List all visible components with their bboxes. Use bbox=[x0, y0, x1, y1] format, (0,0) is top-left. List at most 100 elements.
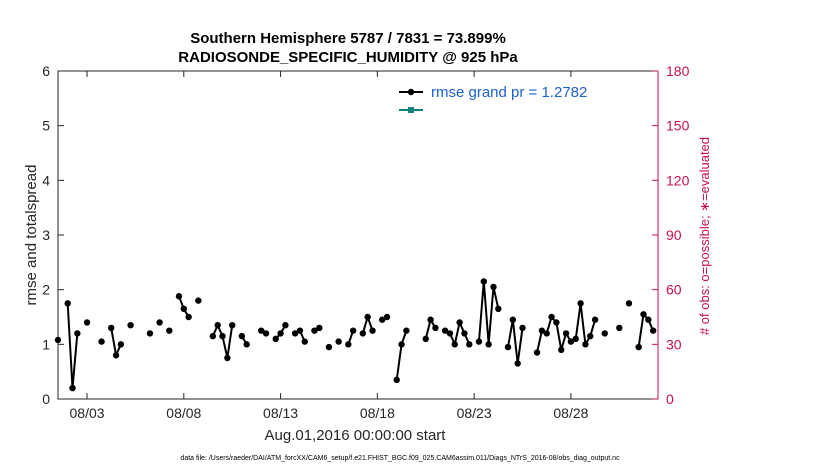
x-tick-label: 08/23 bbox=[457, 405, 492, 421]
rmse-point bbox=[591, 316, 599, 323]
footer-datafile: data file: /Users/raeder/DAI/ATM_forcXX/… bbox=[180, 455, 620, 462]
rmse-point bbox=[378, 316, 386, 323]
rmse-point bbox=[316, 324, 323, 332]
rmse-point bbox=[195, 297, 202, 304]
rmse-point bbox=[582, 341, 589, 348]
rmse-point bbox=[209, 332, 217, 340]
rmse-point bbox=[98, 338, 105, 345]
y-tick-label: 2 bbox=[42, 282, 50, 298]
rmse-point bbox=[514, 360, 521, 367]
rmse-point bbox=[277, 330, 284, 337]
rmse-point bbox=[533, 349, 541, 356]
rmse-point bbox=[166, 327, 173, 334]
y2-tick-label: 60 bbox=[666, 282, 682, 298]
series-line-rmse bbox=[637, 311, 655, 348]
x-axis-label: Aug.01,2016 00:00:00 start bbox=[265, 427, 447, 444]
rmse-point bbox=[461, 330, 468, 337]
rmse-point bbox=[175, 293, 183, 300]
rmse-point bbox=[224, 354, 231, 362]
rmse-point bbox=[262, 330, 270, 337]
rmse-point bbox=[335, 338, 342, 345]
rmse-point bbox=[640, 311, 647, 318]
y2-tick-label: 0 bbox=[666, 391, 674, 407]
rmse-point bbox=[553, 319, 560, 326]
rmse-point bbox=[258, 327, 265, 334]
rmse-point bbox=[616, 324, 623, 332]
rmse-point bbox=[228, 322, 236, 329]
legend-box bbox=[395, 80, 645, 120]
rmse-point bbox=[359, 330, 367, 337]
x-tick-label: 08/13 bbox=[263, 405, 298, 421]
y2-axis-label: # of obs: o=possible; ∗=evaluated bbox=[697, 137, 712, 335]
rmse-point bbox=[538, 327, 546, 334]
rmse-point bbox=[485, 341, 492, 348]
rmse-point bbox=[112, 352, 120, 359]
y-tick-label: 5 bbox=[42, 118, 50, 134]
rmse-point bbox=[325, 343, 333, 351]
rmse-point bbox=[558, 346, 565, 353]
rmse-point bbox=[504, 343, 512, 351]
rmse-point bbox=[345, 341, 352, 348]
series-line-rmse bbox=[507, 319, 524, 364]
y-tick-label: 0 bbox=[42, 391, 50, 407]
rmse-point bbox=[519, 324, 526, 332]
rmse-point bbox=[301, 338, 308, 345]
rmse-point bbox=[495, 305, 502, 312]
rmse-point bbox=[393, 376, 400, 384]
rmse-point bbox=[567, 338, 575, 345]
rmse-point bbox=[625, 300, 633, 307]
rmse-point bbox=[572, 335, 579, 343]
rmse-point bbox=[398, 341, 405, 348]
rmse-point bbox=[311, 327, 318, 334]
rmse-point bbox=[456, 319, 463, 326]
rmse-point bbox=[64, 300, 71, 307]
rmse-point bbox=[282, 322, 289, 329]
rmse-point bbox=[383, 313, 391, 321]
rmse-point bbox=[490, 283, 497, 291]
y-tick-label: 1 bbox=[42, 336, 50, 352]
rmse-point bbox=[446, 330, 454, 337]
rmse-point bbox=[180, 305, 188, 312]
y2-tick-label: 180 bbox=[666, 63, 690, 79]
y-tick-label: 4 bbox=[42, 172, 50, 188]
y2-tick-label: 150 bbox=[666, 118, 690, 134]
rmse-point bbox=[562, 330, 570, 337]
y-axis-label: rmse and totalspread bbox=[23, 165, 40, 306]
rmse-point bbox=[601, 330, 608, 337]
rmse-point bbox=[74, 330, 81, 337]
rmse-point bbox=[185, 313, 192, 321]
rmse-point bbox=[127, 322, 134, 329]
rmse-point bbox=[54, 336, 62, 344]
rmse-point bbox=[69, 384, 76, 392]
rmse-point bbox=[243, 341, 250, 348]
rmse-point bbox=[548, 313, 555, 321]
rmse-point bbox=[219, 332, 226, 340]
rmse-point bbox=[587, 332, 594, 340]
chart-subtitle: RADIOSONDE_SPECIFIC_HUMIDITY @ 925 hPa bbox=[178, 49, 518, 66]
legend-rmse-marker bbox=[407, 88, 415, 96]
rmse-point bbox=[83, 319, 91, 326]
rmse-point bbox=[635, 343, 642, 351]
rmse-point bbox=[403, 327, 410, 334]
rmse-point bbox=[432, 324, 439, 332]
rmse-point bbox=[296, 327, 304, 334]
y2-tick-label: 90 bbox=[666, 227, 682, 243]
rmse-point bbox=[577, 300, 584, 307]
rmse-point bbox=[369, 327, 376, 334]
rmse-point bbox=[364, 313, 371, 321]
rmse-point bbox=[422, 335, 429, 343]
rmse-point bbox=[238, 332, 246, 340]
rmse-point bbox=[645, 316, 652, 323]
rmse-point bbox=[509, 316, 517, 323]
rmse-point bbox=[475, 338, 483, 345]
y-tick-label: 6 bbox=[42, 63, 50, 79]
rmse-point bbox=[480, 278, 488, 285]
rmse-point bbox=[427, 316, 434, 323]
rmse-point bbox=[466, 341, 473, 348]
rmse-point bbox=[451, 341, 458, 348]
y2-tick-label: 120 bbox=[666, 172, 690, 188]
legend-label-rmse: rmse grand pr = 1.2782 bbox=[431, 84, 587, 101]
plot-area bbox=[57, 70, 659, 400]
rmse-point bbox=[117, 341, 125, 348]
rmse-point bbox=[543, 330, 550, 337]
